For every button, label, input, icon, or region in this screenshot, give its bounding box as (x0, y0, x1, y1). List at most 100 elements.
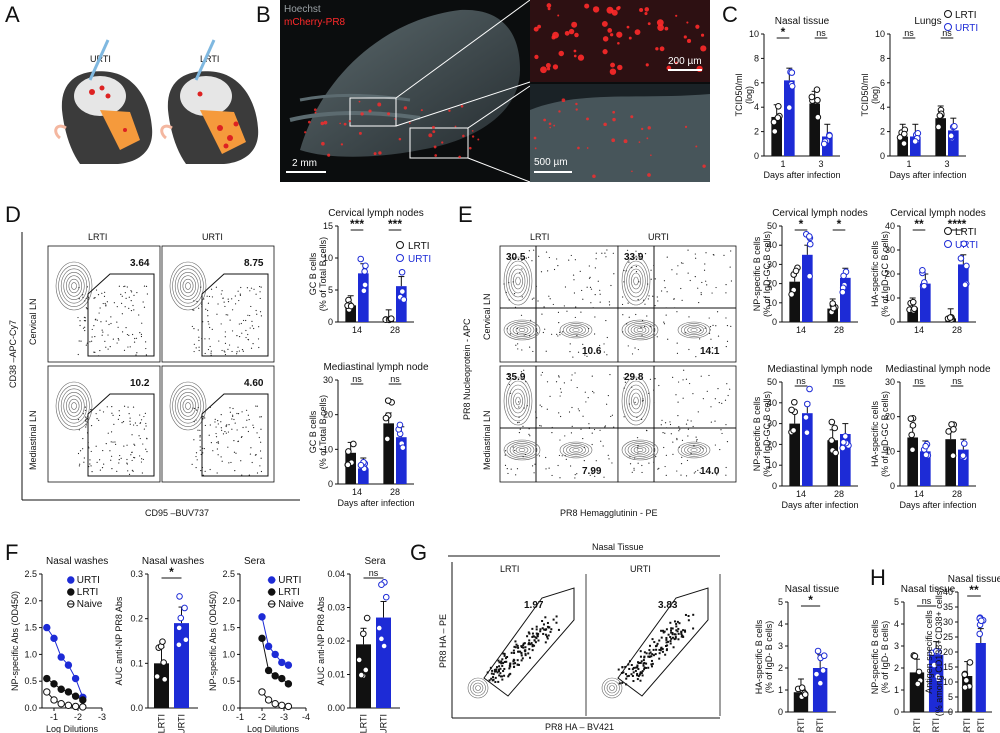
data-point (814, 113, 822, 121)
mcherry-spot (695, 145, 698, 148)
flow-event (623, 281, 625, 283)
flow-event (717, 388, 719, 390)
y-tick-label: 0 (890, 317, 895, 327)
flow-event (133, 309, 135, 311)
flow-event (568, 411, 571, 413)
flow-event (145, 347, 147, 350)
flow-event (141, 322, 143, 324)
flow-event (585, 401, 587, 403)
flow-event (711, 346, 714, 349)
flow-event (552, 303, 554, 306)
flow-contour (506, 321, 538, 339)
flow-event (229, 319, 231, 321)
flow-event (105, 443, 107, 445)
flow-event (643, 656, 646, 659)
flow-event (725, 424, 727, 426)
flow-event (650, 278, 652, 280)
flow-event (545, 251, 548, 253)
flow-event (672, 376, 674, 378)
flow-event (582, 415, 584, 417)
mcherry-spot (533, 136, 537, 140)
y-tick-label: 1.5 (222, 623, 235, 633)
flow-event (639, 650, 642, 653)
flow-event (625, 677, 628, 680)
flow-event (716, 474, 718, 476)
flow-event (687, 419, 689, 421)
flow-event (79, 320, 81, 322)
flow-event (112, 338, 114, 340)
flow-event (621, 666, 624, 669)
data-point (344, 461, 352, 469)
flow-event (89, 463, 91, 465)
flow-event (519, 272, 521, 274)
flow-event (628, 667, 631, 670)
flow-event (83, 320, 86, 322)
y-tick-label: 0.3 (130, 569, 143, 579)
flow-event (133, 341, 136, 343)
flow-event (608, 304, 611, 306)
flow-event (90, 450, 92, 453)
flow-event (582, 298, 584, 300)
data-point (398, 268, 406, 276)
flow-event (669, 423, 672, 426)
flow-event (682, 629, 685, 632)
mcherry-spot (657, 24, 664, 31)
flow-event (709, 329, 711, 331)
x-tick-label: 3 (944, 159, 949, 169)
flow-event (198, 339, 200, 342)
flow-event (631, 353, 634, 355)
bar-lrti (154, 663, 169, 708)
flow-event (569, 350, 571, 353)
y-tick-label: 50 (767, 377, 777, 387)
flow-event (646, 430, 648, 432)
series-point-naive (64, 701, 73, 710)
flow-event (637, 462, 639, 464)
flow-event (528, 648, 531, 651)
flow-event (675, 622, 678, 625)
y-axis-label-units: (% of Total B cells) (318, 395, 328, 469)
y-axis-label: NP-specific B cells (870, 619, 880, 694)
flow-event (595, 252, 597, 254)
legend-label: URTI (278, 575, 301, 586)
flow-event (208, 434, 210, 436)
flow-event (676, 342, 678, 344)
flow-event (642, 662, 645, 665)
flow-event (501, 658, 504, 661)
flow-event (207, 309, 209, 312)
flow-event (650, 663, 653, 666)
flow-event (520, 646, 523, 649)
series-point-lrti (271, 672, 279, 680)
y-tick-label: 30 (943, 617, 953, 627)
flow-row-label-e-mediastinal: Mediastinal LN (482, 410, 492, 470)
x-tick-label: 28 (390, 325, 400, 335)
flow-event (118, 285, 120, 287)
series-point-lrti (264, 666, 273, 675)
flow-event (78, 298, 80, 300)
flow-event (558, 454, 561, 457)
flow-event (111, 468, 113, 470)
flow-event (676, 439, 678, 441)
flow-event (664, 287, 666, 289)
bar-urti (822, 136, 833, 156)
x-tick-label: LRTI (359, 714, 369, 733)
mcherry-spot (551, 35, 556, 40)
flow-event (664, 653, 667, 656)
flow-event (126, 444, 128, 446)
flow-event (111, 412, 113, 414)
bar-lrti (789, 281, 800, 322)
flow-event (687, 619, 690, 622)
y-tick-label: 0.01 (327, 670, 345, 680)
flow-event (199, 446, 201, 448)
mcherry-spot (462, 134, 465, 138)
flow-event (677, 627, 680, 630)
flow-event (705, 280, 707, 282)
flow-event (122, 421, 125, 423)
y-tick-label: 30 (767, 419, 777, 429)
mcherry-spot (471, 135, 475, 138)
flow-event (494, 676, 497, 679)
series-point-lrti (258, 634, 266, 643)
bar-urti (358, 468, 369, 484)
flow-event (659, 649, 662, 652)
flow-event (591, 470, 593, 473)
mcherry-spot (674, 61, 678, 65)
